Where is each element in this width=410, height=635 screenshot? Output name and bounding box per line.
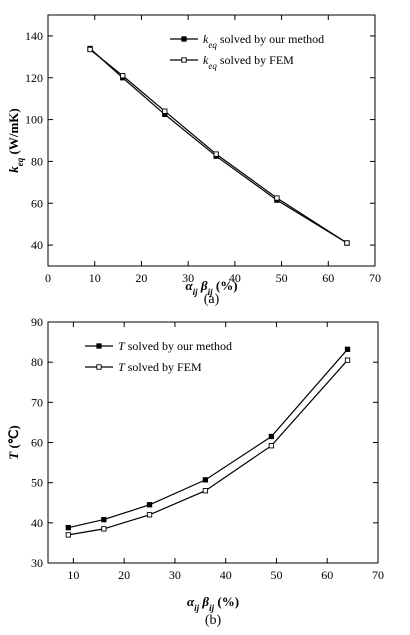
data-point [87, 46, 93, 53]
x-tick-label: 20 [135, 271, 147, 285]
series-line-2 [68, 359, 348, 536]
x-tick-label: 50 [276, 271, 288, 285]
y-tick-label: 100 [25, 113, 43, 127]
x-tick-label: 70 [372, 568, 384, 582]
data-point [101, 516, 107, 523]
y-axis-label: T (℃) [6, 425, 21, 459]
x-tick-label: 40 [220, 568, 232, 582]
plot-frame [47, 321, 379, 564]
legend-swatch-marker [96, 343, 102, 349]
x-tick-label: 10 [67, 568, 79, 582]
plot-frame [47, 14, 376, 267]
y-tick-label: 60 [31, 196, 43, 210]
legend-label: keq solved by our method [203, 32, 324, 50]
y-tick-label: 90 [31, 315, 43, 329]
data-point [274, 195, 280, 201]
data-point [120, 73, 126, 79]
x-tick-label: 20 [118, 568, 130, 582]
data-point [101, 526, 107, 532]
figure-caption: (b) [205, 613, 222, 628]
y-tick-label: 80 [31, 355, 43, 369]
y-tick-label: 60 [31, 436, 43, 450]
x-tick-label: 60 [322, 271, 334, 285]
y-axis-label: keq (W/mK) [6, 108, 25, 172]
x-tick-label: 60 [321, 568, 333, 582]
data-point [65, 532, 71, 538]
y-tick-label: 40 [31, 516, 43, 530]
data-point [344, 357, 351, 363]
chart-1: 0 10 20 30 40 50 60 70 40 60 80 100 120 140 αij βij (%… [6, 14, 381, 307]
x-tick-label: 70 [369, 271, 381, 285]
figure-caption: (a) [204, 292, 220, 307]
y-tick-label: 140 [25, 29, 43, 43]
legend-swatch-marker [96, 364, 102, 370]
data-point [213, 151, 219, 157]
data-point [65, 525, 71, 531]
series-line-1 [89, 48, 348, 244]
data-point [202, 488, 209, 494]
data-point [146, 512, 153, 518]
y-tick-label: 80 [31, 154, 43, 168]
x-tick-label: 40 [229, 271, 241, 285]
legend-swatch-marker [181, 57, 187, 63]
series-line-1 [68, 348, 348, 529]
y-tick-label: 120 [25, 71, 43, 85]
data-point [162, 108, 168, 114]
data-point [344, 346, 351, 352]
chart-2: 10 20 30 40 50 60 70 30 40 50 60 70 80 90 αij βij (%) T… [6, 315, 384, 628]
legend: T solved by our method T solved by FEM [85, 339, 232, 374]
y-tick-label: 70 [31, 395, 43, 409]
x-tick-label: 50 [270, 568, 282, 582]
x-tick-label: 10 [89, 271, 101, 285]
y-tick-label: 40 [31, 238, 43, 252]
data-point [268, 443, 275, 449]
series-line-2 [89, 49, 348, 244]
x-tick-label: 0 [45, 271, 51, 285]
data-point [268, 433, 275, 440]
y-tick-label: 30 [31, 556, 43, 570]
x-tick-label: 30 [169, 568, 181, 582]
data-point [344, 240, 350, 246]
legend-label: keq solved by FEM [203, 53, 294, 71]
data-point [146, 502, 153, 508]
legend-swatch-marker [181, 36, 187, 42]
legend: keq solved by our method keq solved by FE… [170, 32, 324, 71]
legend-label: T solved by our method [118, 339, 232, 353]
x-tick-label: 30 [182, 271, 194, 285]
x-axis-label: αij βij (%) [185, 278, 237, 297]
x-axis-label: αij βij (%) [187, 594, 239, 613]
data-point [202, 477, 209, 483]
y-tick-label: 50 [31, 476, 43, 490]
legend-label: T solved by FEM [118, 360, 202, 374]
